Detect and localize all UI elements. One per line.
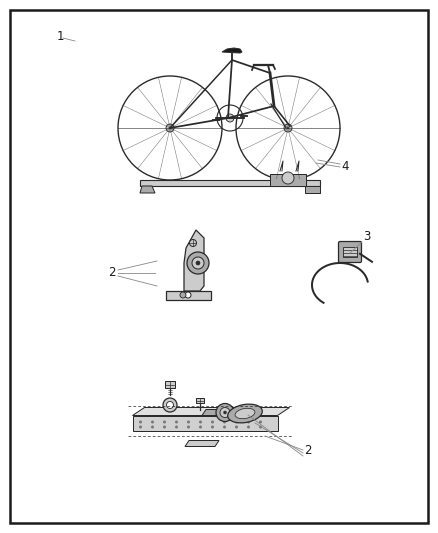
- Polygon shape: [133, 416, 278, 431]
- Circle shape: [187, 421, 190, 424]
- Circle shape: [192, 257, 204, 269]
- Bar: [166, 291, 211, 300]
- Circle shape: [284, 124, 292, 132]
- Ellipse shape: [228, 404, 262, 423]
- Text: 4: 4: [341, 159, 349, 173]
- Circle shape: [139, 425, 142, 429]
- Text: 1: 1: [56, 29, 64, 43]
- Ellipse shape: [235, 408, 255, 419]
- Circle shape: [223, 421, 226, 424]
- Polygon shape: [133, 408, 290, 416]
- Circle shape: [259, 421, 262, 424]
- Polygon shape: [222, 48, 242, 53]
- Circle shape: [139, 421, 142, 424]
- Text: 2: 2: [108, 266, 116, 279]
- Polygon shape: [184, 230, 204, 291]
- Circle shape: [199, 425, 202, 429]
- Polygon shape: [305, 186, 320, 193]
- Circle shape: [151, 425, 154, 429]
- Circle shape: [216, 403, 234, 422]
- Polygon shape: [165, 381, 175, 388]
- Bar: [270, 174, 306, 186]
- Circle shape: [282, 172, 294, 184]
- Polygon shape: [202, 409, 242, 416]
- Circle shape: [190, 239, 197, 246]
- Polygon shape: [185, 440, 219, 447]
- Bar: [343, 247, 357, 257]
- Circle shape: [223, 425, 226, 429]
- Circle shape: [247, 421, 250, 424]
- Circle shape: [163, 425, 166, 429]
- Circle shape: [175, 421, 178, 424]
- Circle shape: [187, 252, 209, 274]
- Circle shape: [235, 421, 238, 424]
- Circle shape: [211, 421, 214, 424]
- Circle shape: [180, 292, 186, 298]
- Circle shape: [223, 411, 226, 414]
- Circle shape: [166, 124, 174, 132]
- Circle shape: [211, 425, 214, 429]
- Circle shape: [247, 425, 250, 429]
- Circle shape: [259, 425, 262, 429]
- Circle shape: [235, 425, 238, 429]
- Polygon shape: [140, 180, 320, 186]
- Text: 2: 2: [304, 445, 312, 457]
- FancyBboxPatch shape: [339, 241, 361, 262]
- Polygon shape: [140, 186, 155, 193]
- Circle shape: [187, 425, 190, 429]
- Circle shape: [163, 398, 177, 412]
- Circle shape: [226, 114, 234, 122]
- Circle shape: [175, 425, 178, 429]
- Circle shape: [163, 421, 166, 424]
- Circle shape: [151, 421, 154, 424]
- Polygon shape: [196, 398, 204, 402]
- Circle shape: [166, 401, 173, 408]
- Circle shape: [185, 292, 191, 298]
- Circle shape: [196, 261, 200, 265]
- Circle shape: [220, 408, 230, 417]
- Circle shape: [199, 421, 202, 424]
- Text: 3: 3: [363, 230, 371, 244]
